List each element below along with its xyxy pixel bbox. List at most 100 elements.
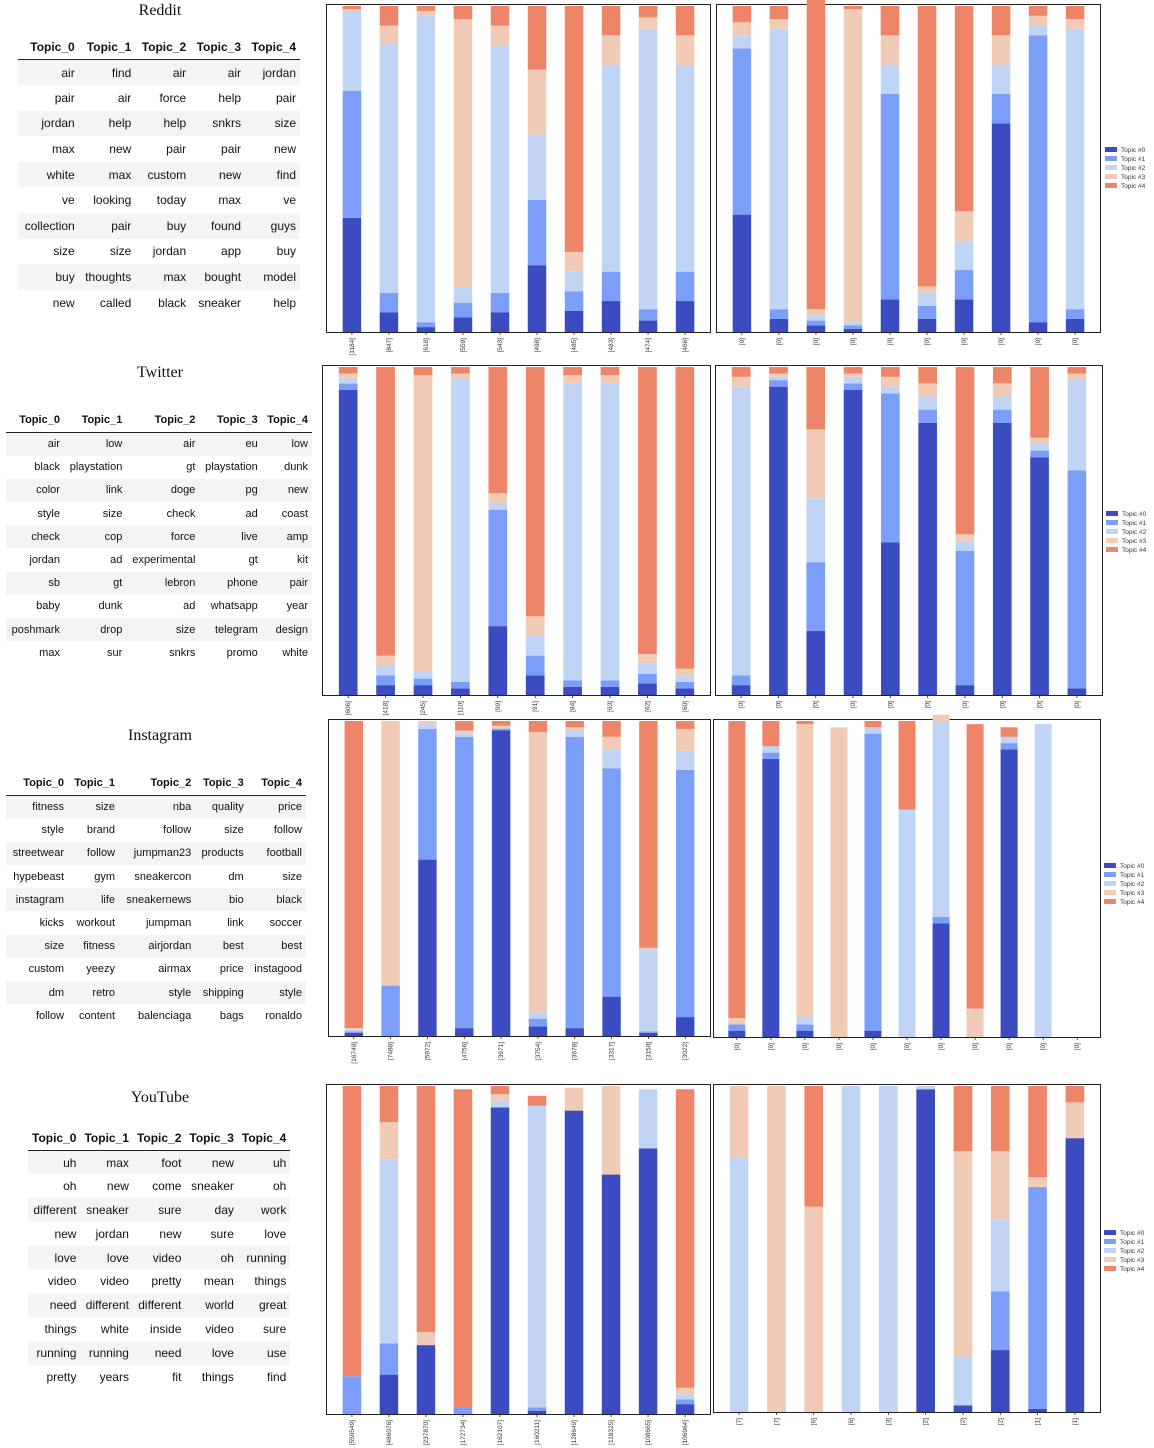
column-header: Topic_4 (245, 35, 300, 60)
legend-label: Topic #0 (1121, 147, 1146, 154)
bar-segment (769, 376, 788, 381)
topic-word: telegram (199, 618, 262, 642)
bar-segment (453, 19, 473, 288)
bar-segment (880, 299, 900, 332)
x-tick-label: [3678] (572, 1042, 579, 1060)
instagram-section: Instagram Topic_0 Topic_1 Topic_2 Topic_3 To… (0, 714, 1154, 1085)
bar-segment (804, 1086, 824, 1207)
bar-segment (991, 6, 1011, 36)
topic-word: love (264, 1226, 287, 1241)
bar-segment (932, 721, 950, 917)
column-header: Topic_1 (80, 1126, 133, 1151)
bar-segment (990, 1350, 1010, 1412)
topic-word: kicks (39, 917, 65, 930)
topic-word: found (190, 213, 246, 239)
table-row: ve looking today max ve (18, 187, 300, 213)
legend-swatch (1106, 520, 1118, 525)
topic-word: price (219, 963, 244, 976)
bar-segment (991, 94, 1011, 124)
bar-segment (418, 724, 437, 729)
x-tick-label: [485] (571, 338, 578, 353)
bar-segment (880, 94, 900, 300)
bar-segment (528, 732, 548, 1013)
table-row: poshmark drop size telegram design (6, 618, 312, 642)
bar-segment (796, 1018, 814, 1025)
bar-segment (342, 9, 362, 11)
table-row: different sneaker sure day work (28, 1198, 291, 1222)
bar-segment (1028, 25, 1048, 36)
topic-word: uh (237, 1150, 291, 1175)
table-row: black playstation gt playstation dunk (6, 456, 312, 479)
bar-segment (490, 25, 510, 46)
topic-word: ad (110, 554, 123, 567)
bar-segment (527, 134, 547, 200)
bar-segment (564, 1087, 584, 1111)
topic-word: jordan (152, 244, 187, 259)
bar-segment (455, 730, 474, 734)
topic-word: instagood (254, 963, 302, 976)
bar-segment (1065, 19, 1085, 29)
column-header: Topic_2 (132, 1126, 186, 1151)
platform-title: Twitter (137, 364, 183, 381)
bar-segment (843, 376, 863, 384)
bar-segment (416, 327, 436, 332)
bar-segment (379, 292, 399, 313)
bar-segment (806, 498, 826, 563)
legend-label: Topic #4 (1120, 1266, 1145, 1273)
bar-segment (675, 1399, 695, 1405)
table-row: hypebeast gym sneakercon dm size (6, 865, 306, 888)
topic-word: max (78, 161, 136, 188)
bar-segment (732, 22, 752, 36)
x-tick-label: [0] (850, 338, 857, 345)
table-row: new jordan new sure love (28, 1222, 290, 1246)
plot-frame (326, 1084, 711, 1415)
bar-segment (338, 389, 358, 695)
bar-segment (728, 1030, 746, 1037)
topic-word: love (185, 1340, 238, 1365)
column-header: Topic_0 (6, 771, 69, 796)
x-tick-label: [0] (1040, 1043, 1047, 1050)
topic-word: pair (54, 90, 75, 105)
bar-segment (1028, 15, 1048, 26)
legend-label: Topic #4 (1121, 183, 1146, 190)
stacked-bar-chart: [550549] [486076] [237870] [172734] [162107]… (326, 1084, 711, 1445)
bar-segment (806, 367, 826, 430)
bar-segment (376, 367, 395, 656)
x-tick-label: [0] (870, 1043, 877, 1050)
topic-word: need (132, 1340, 186, 1365)
topic-word: new (273, 142, 296, 157)
bar-segment (732, 6, 752, 23)
bar-segment (416, 322, 436, 328)
topic-word: bags (219, 1009, 244, 1022)
bar-segment (864, 1030, 882, 1037)
topic-word: style (41, 824, 65, 837)
bar-segment (413, 672, 433, 679)
bar-segment (418, 728, 437, 860)
bar-segment (601, 301, 621, 332)
topic-word: foot (132, 1150, 186, 1175)
topic-table: Topic_0 Topic_1 Topic_2 Topic_3 Topic_4 air l… (6, 408, 312, 664)
topic-word: fit (172, 1369, 182, 1384)
bar-segment (762, 758, 780, 1037)
x-tick-label: [6] (811, 1418, 818, 1425)
bar-segment (992, 396, 1012, 410)
legend-label: Topic #0 (1120, 863, 1145, 870)
topic-word: promo (226, 646, 258, 659)
topic-word: help (78, 110, 136, 137)
bar-segment (338, 367, 358, 374)
x-tick-label: [7] (736, 1418, 743, 1425)
topic-word: nba (119, 795, 196, 819)
bar-segment (488, 509, 508, 627)
topic-word: content (78, 1009, 116, 1022)
legend-swatch (1104, 899, 1116, 904)
bar-segment (528, 721, 548, 733)
bar-segment (917, 6, 937, 287)
bar-segment (525, 616, 545, 636)
topic-word: air (117, 90, 132, 105)
bar-segment (728, 721, 746, 1019)
topic-word: video (47, 1274, 77, 1289)
bar-segment (488, 367, 508, 494)
bar-segment (953, 1151, 973, 1357)
bar-segment (955, 540, 975, 551)
topic-word: white (282, 646, 308, 659)
